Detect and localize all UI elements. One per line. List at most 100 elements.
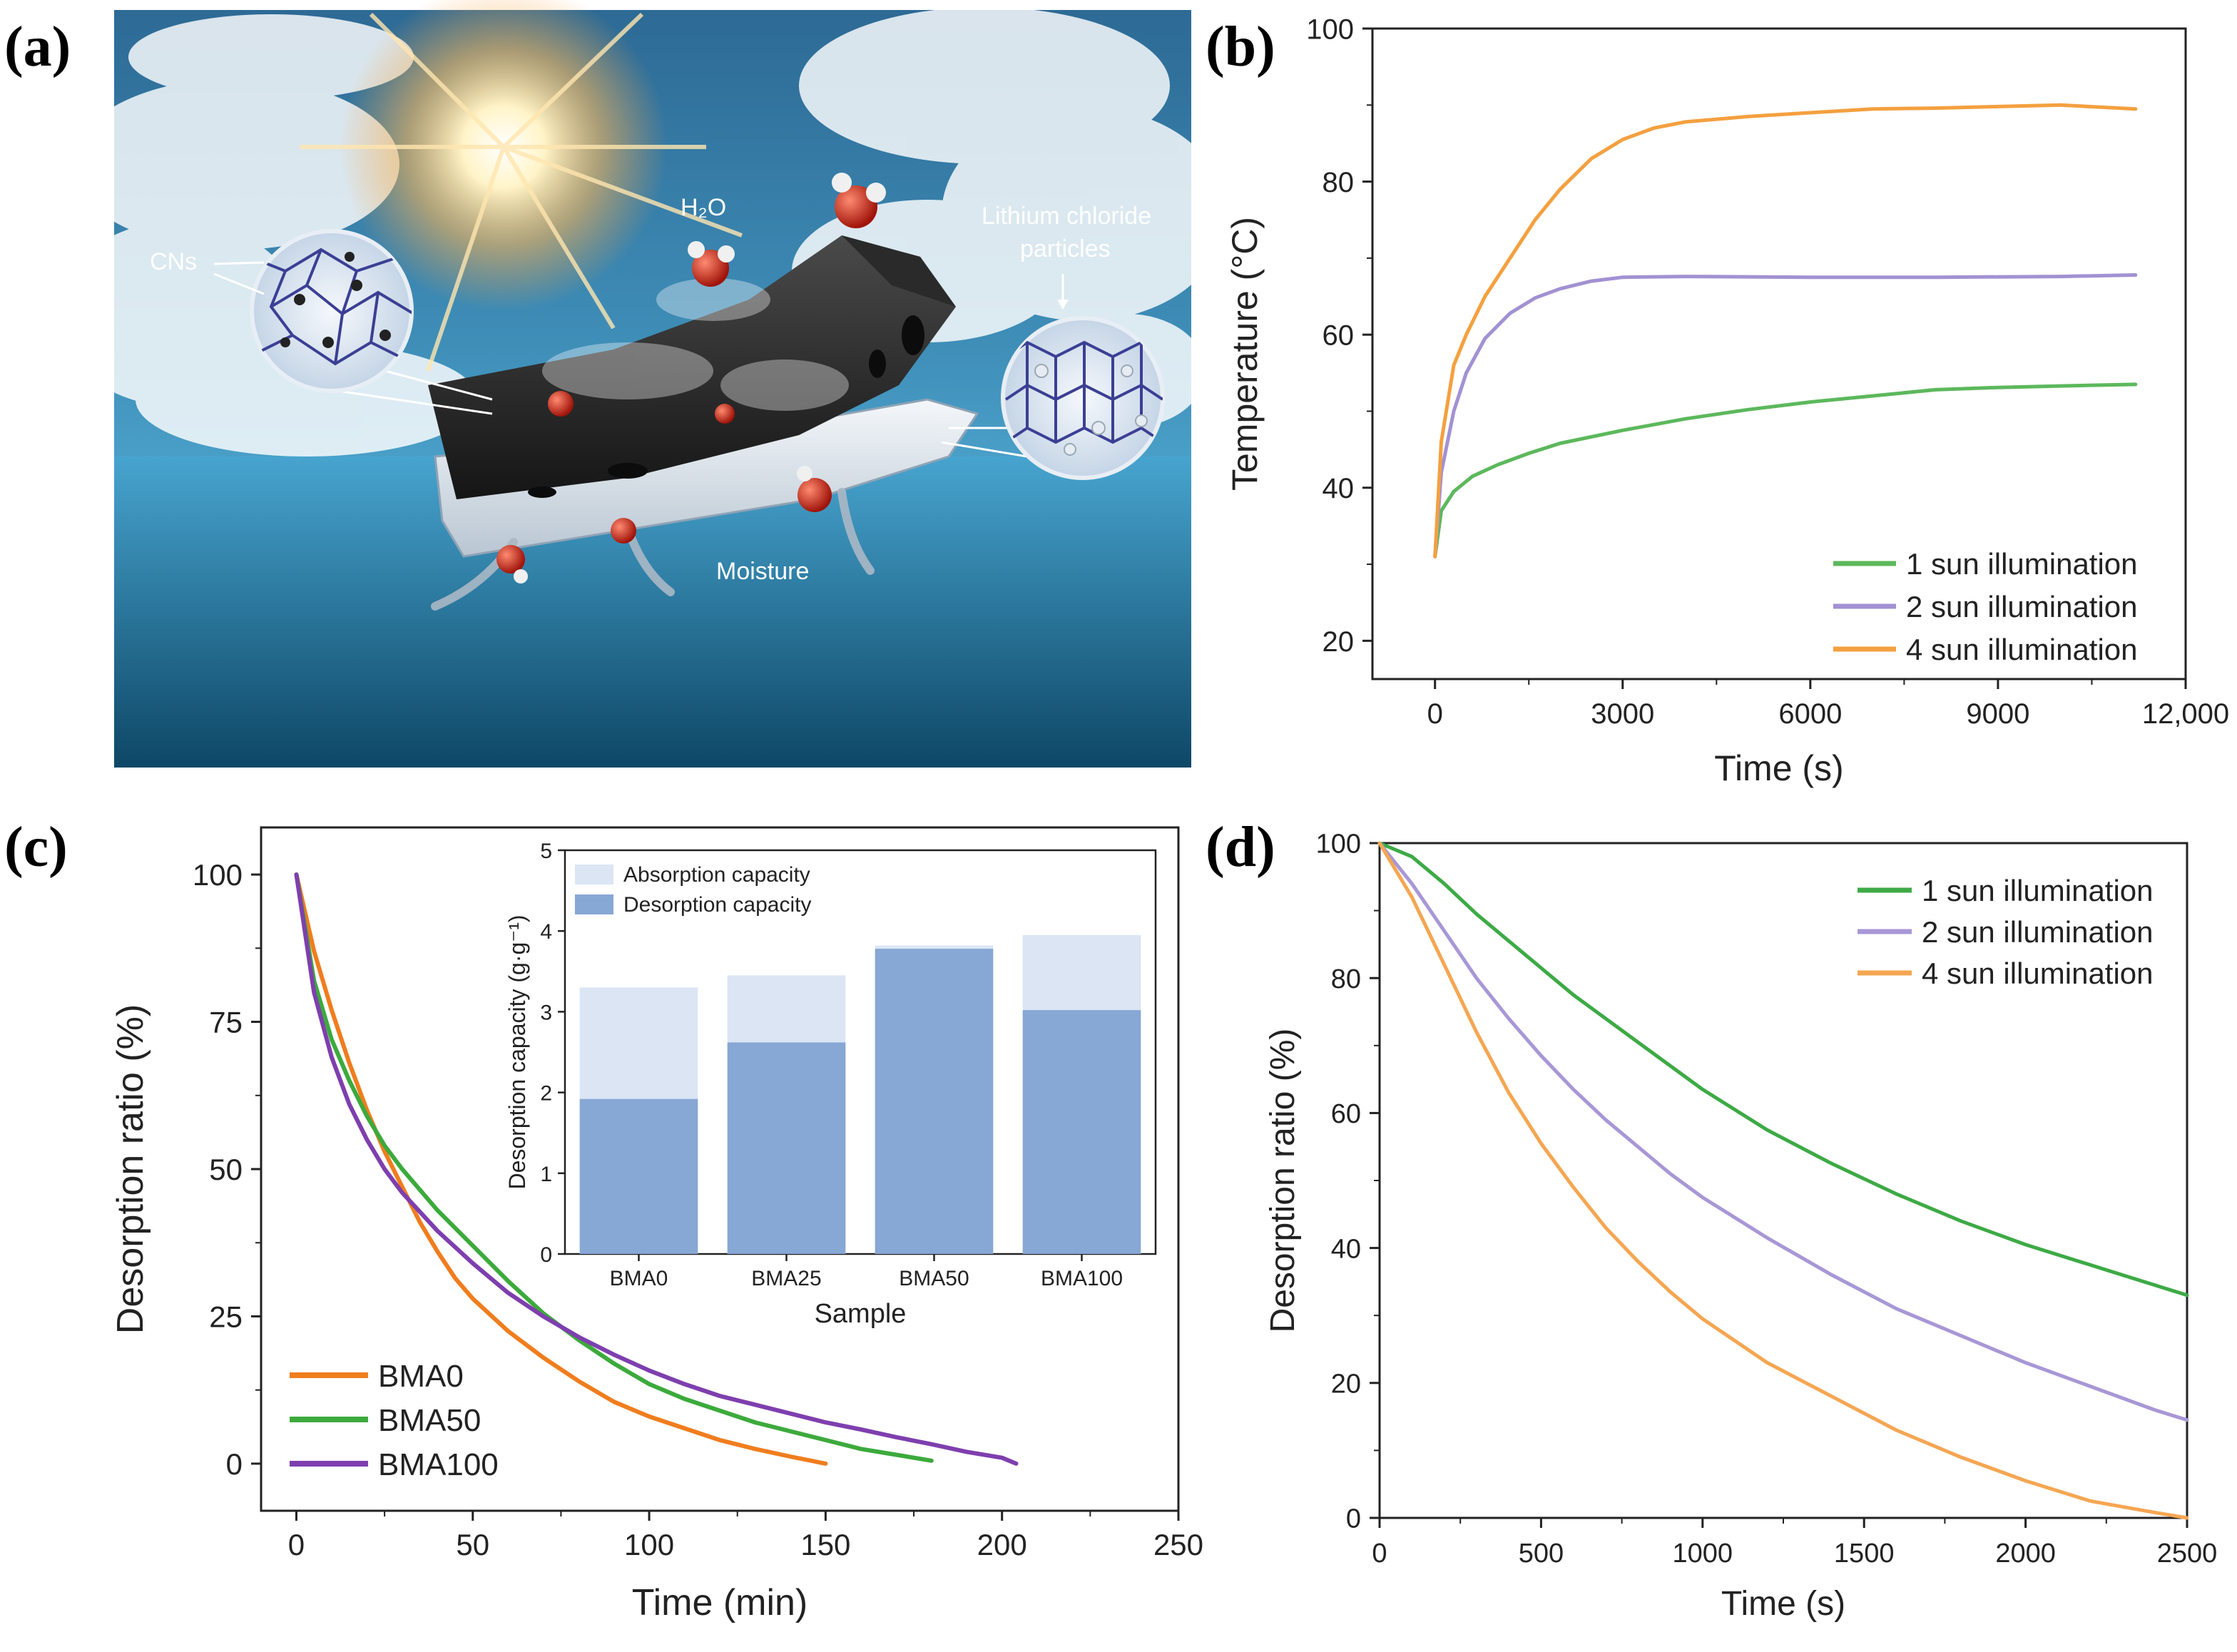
plot-frame bbox=[1371, 27, 2187, 680]
x-tick-label: 3000 bbox=[1591, 698, 1654, 730]
bar-desorption-capacity bbox=[727, 1042, 846, 1254]
inset-y-tick-label: 1 bbox=[540, 1163, 552, 1186]
label-cns: CNs bbox=[150, 248, 197, 275]
vapour-puffs bbox=[542, 278, 849, 411]
y-tick-label: 0 bbox=[226, 1447, 243, 1481]
x-tick-label: 250 bbox=[1153, 1528, 1203, 1561]
panel-label-c: (c) bbox=[4, 816, 68, 879]
inset-y-tick-label: 2 bbox=[540, 1082, 552, 1106]
label-licl-1: Lithium chloride bbox=[982, 203, 1151, 230]
inset-x-axis-label: Sample bbox=[815, 1299, 907, 1329]
inset-y-tick-label: 5 bbox=[540, 840, 552, 863]
x-tick-label: 100 bbox=[624, 1528, 674, 1561]
sun-icon bbox=[340, 0, 668, 311]
legend-entry: 4 sun illumination bbox=[1922, 957, 2154, 990]
inset-y-tick-label: 0 bbox=[540, 1243, 552, 1267]
legend-entry: 4 sun illumination bbox=[1906, 633, 2138, 666]
x-tick-label: 12,000 bbox=[2142, 698, 2229, 730]
inset-y-tick-label: 4 bbox=[540, 920, 552, 944]
chart-d-desorption-illumination: 0 500 1000 1500 2000 2500 0 20 40 60 80 100 Time (s)… bbox=[1264, 830, 2217, 1623]
y-tick-label: 25 bbox=[209, 1300, 243, 1334]
legend-entry: 1 sun illumination bbox=[1906, 547, 2138, 581]
absorber-pores bbox=[528, 315, 924, 498]
x-tick-label: 9000 bbox=[1966, 698, 2029, 730]
y-tick-label: 100 bbox=[1306, 14, 1354, 45]
x-tick-label: 500 bbox=[1519, 1539, 1564, 1569]
legend-entry: 2 sun illumination bbox=[1922, 915, 2154, 949]
label-h2o: H₂O bbox=[681, 194, 726, 221]
inset-legend-swatch bbox=[575, 865, 613, 884]
y-tick-label: 100 bbox=[193, 858, 243, 892]
y-tick-label: 60 bbox=[1323, 320, 1355, 352]
y-tick-label: 100 bbox=[1316, 830, 1361, 860]
inset-category-label: BMA100 bbox=[1041, 1267, 1123, 1290]
y-tick-label: 20 bbox=[1323, 626, 1355, 658]
y-axis-label: Desorption ratio (%) bbox=[110, 1004, 151, 1334]
series-line-bma100 bbox=[294, 872, 1019, 1466]
absorber-layer bbox=[428, 235, 956, 499]
legend-entry: 1 sun illumination bbox=[1922, 874, 2154, 907]
x-axis-label: Time (s) bbox=[1714, 748, 1843, 788]
x-tick-label: 1500 bbox=[1834, 1539, 1895, 1569]
series-line-bma0 bbox=[294, 872, 828, 1466]
y-tick-label: 80 bbox=[1323, 167, 1355, 198]
y-tick-label: 20 bbox=[1331, 1369, 1361, 1399]
panel-label-a: (a) bbox=[4, 16, 71, 78]
x-tick-label: 0 bbox=[288, 1528, 305, 1561]
label-moisture: Moisture bbox=[716, 558, 809, 585]
bar-desorption-capacity bbox=[875, 949, 994, 1254]
x-tick-label: 200 bbox=[977, 1528, 1027, 1561]
y-tick-label: 50 bbox=[209, 1153, 243, 1186]
series-line-1-sun-illumination bbox=[1433, 382, 2138, 559]
illustration-panel: H₂O CNs Lithium chloride particles Moist… bbox=[57, 0, 1227, 768]
x-axis-label: Time (s) bbox=[1721, 1585, 1845, 1623]
legend-entry: BMA50 bbox=[378, 1403, 481, 1438]
y-tick-label: 60 bbox=[1331, 1099, 1361, 1129]
inset-category-label: BMA25 bbox=[751, 1267, 821, 1290]
x-tick-label: 0 bbox=[1372, 1539, 1387, 1569]
x-tick-label: 50 bbox=[456, 1528, 489, 1561]
x-tick-label: 1000 bbox=[1673, 1539, 1733, 1569]
legend-entry: BMA100 bbox=[378, 1447, 499, 1482]
series-line-2-sun-illumination bbox=[1377, 841, 2189, 1422]
cloud-shapes bbox=[57, 7, 1227, 457]
series-line-4-sun-illumination bbox=[1433, 103, 2138, 559]
y-tick-label: 0 bbox=[1346, 1504, 1361, 1534]
legend-entry: BMA0 bbox=[378, 1359, 464, 1394]
x-tick-label: 0 bbox=[1427, 698, 1443, 730]
x-tick-label: 6000 bbox=[1778, 698, 1842, 730]
inset-legend-entry: Absorption capacity bbox=[623, 863, 810, 887]
bar-desorption-capacity bbox=[1022, 1010, 1141, 1254]
legend-entry: 2 sun illumination bbox=[1906, 590, 2138, 623]
y-tick-label: 80 bbox=[1331, 964, 1361, 994]
inset-y-tick-label: 3 bbox=[540, 1001, 552, 1024]
chart-b-temperature: 0 3000 6000 9000 12,000 20 40 60 80 100 Time (s) Te… bbox=[1225, 14, 2229, 788]
x-tick-label: 2500 bbox=[2157, 1539, 2218, 1569]
label-licl-2: particles bbox=[1020, 235, 1111, 262]
series-line-1-sun-illumination bbox=[1377, 841, 2189, 1297]
x-tick-label: 2000 bbox=[1995, 1539, 2056, 1569]
panel-label-b: (b) bbox=[1206, 16, 1275, 78]
series-line-4-sun-illumination bbox=[1377, 841, 2189, 1520]
hydrogel-layer bbox=[434, 398, 979, 558]
y-axis-label: Desorption ratio (%) bbox=[1264, 1029, 1302, 1333]
inset-legend-entry: Desorption capacity bbox=[623, 893, 811, 917]
series-line-2-sun-illumination bbox=[1433, 273, 2138, 559]
inset-category-label: BMA50 bbox=[899, 1267, 969, 1290]
y-tick-label: 40 bbox=[1323, 473, 1355, 504]
sun-rays bbox=[300, 12, 743, 372]
panel-label-d: (d) bbox=[1206, 816, 1275, 879]
inset-legend-swatch bbox=[575, 894, 613, 914]
x-axis-label: Time (min) bbox=[632, 1582, 808, 1623]
chart-c-inset-capacity: BMA0 BMA25 BMA50 BMA100 0 1 2 3 4 5 Sample Desorpti… bbox=[504, 840, 1157, 1329]
water-molecules bbox=[496, 173, 886, 583]
y-tick-label: 40 bbox=[1331, 1234, 1361, 1264]
y-tick-label: 75 bbox=[209, 1006, 243, 1039]
inset-category-label: BMA0 bbox=[610, 1267, 668, 1290]
x-tick-label: 150 bbox=[800, 1528, 850, 1561]
inset-y-axis-label: Desorption capacity (g·g⁻¹) bbox=[504, 914, 530, 1189]
bar-desorption-capacity bbox=[579, 1098, 698, 1254]
y-axis-label: Temperature (°C) bbox=[1225, 217, 1265, 491]
